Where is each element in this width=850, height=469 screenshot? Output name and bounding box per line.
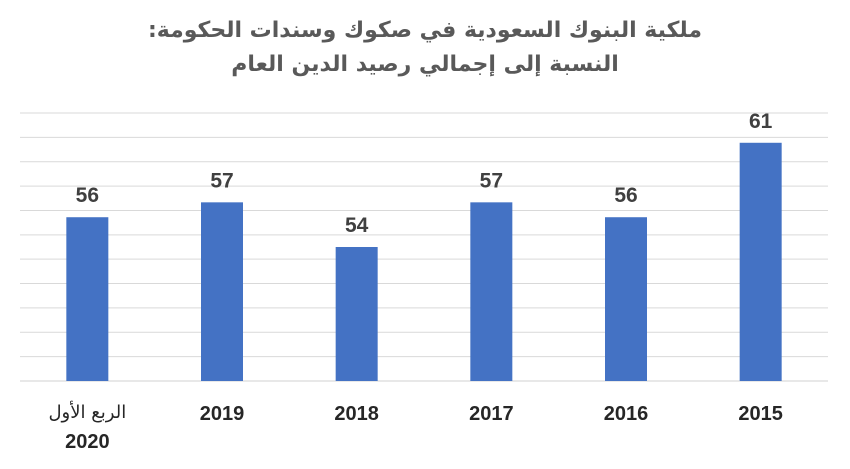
chart-title-block: ملكية البنوك السعودية في صكوك وسندات الح… (0, 14, 850, 82)
data-label: 56 (614, 184, 637, 207)
data-label: 61 (749, 110, 773, 133)
data-label: 57 (480, 169, 503, 192)
bar (335, 247, 378, 381)
category-labels: الربع الأول 2020 2019 2018 2017 2016 2015 (48, 401, 782, 453)
data-label: 57 (210, 169, 233, 192)
category-label: 2018 (334, 403, 379, 425)
bars (66, 142, 782, 381)
category-label: 2016 (604, 403, 649, 425)
category-label: 2019 (200, 403, 245, 425)
bar (470, 202, 513, 381)
bar (66, 217, 109, 381)
category-label: 2015 (738, 403, 783, 425)
bar (739, 142, 782, 381)
category-label: 2017 (469, 403, 514, 425)
category-label-year: 2020 (65, 431, 110, 453)
chart-title: ملكية البنوك السعودية في صكوك وسندات الح… (147, 18, 702, 43)
data-labels: 56 57 54 57 56 61 (76, 110, 773, 237)
bar (201, 202, 243, 381)
gridlines (20, 112, 828, 382)
chart-subtitle: النسبة إلى إجمالي رصيد الدين العام (231, 52, 619, 77)
data-label: 54 (345, 214, 369, 237)
data-label: 56 (76, 184, 99, 207)
bar (605, 217, 647, 381)
category-label: الربع الأول (48, 401, 126, 423)
